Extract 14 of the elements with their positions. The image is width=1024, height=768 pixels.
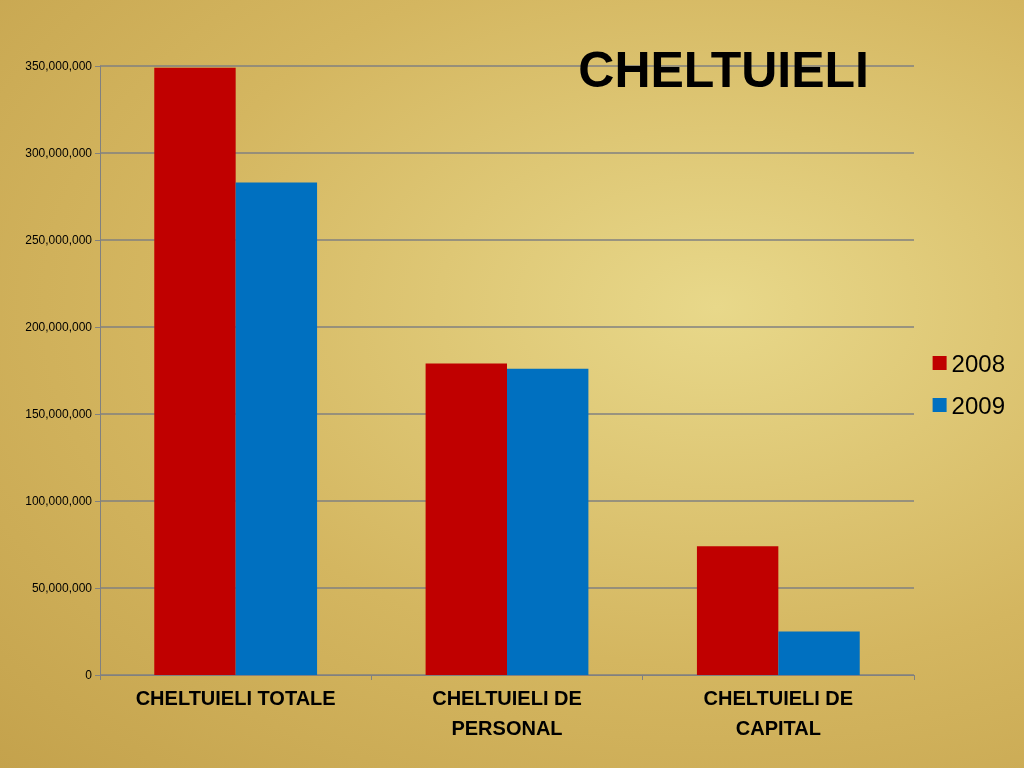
chart-title: CHELTUIELI	[578, 42, 870, 98]
y-tick-label: 0	[85, 668, 93, 682]
x-tick-label: CHELTUIELI TOTALE	[135, 687, 336, 709]
y-tick-label: 150,000,000	[25, 407, 93, 421]
legend-label: 2008	[951, 349, 1005, 377]
y-tick-label: 300,000,000	[25, 146, 93, 160]
y-tick-label: 200,000,000	[25, 320, 93, 334]
y-tick-label: 350,000,000	[25, 59, 93, 73]
x-tick-label: CHELTUIELI DE CAPITAL	[703, 687, 854, 739]
y-tick-label: 250,000,000	[25, 233, 93, 247]
x-tick-label: CHELTUIELI DE PERSONAL	[432, 687, 582, 739]
y-tick-label: 100,000,000	[25, 494, 93, 508]
legend-label: 2009	[951, 391, 1005, 419]
y-tick-label: 50,000,000	[31, 581, 93, 595]
